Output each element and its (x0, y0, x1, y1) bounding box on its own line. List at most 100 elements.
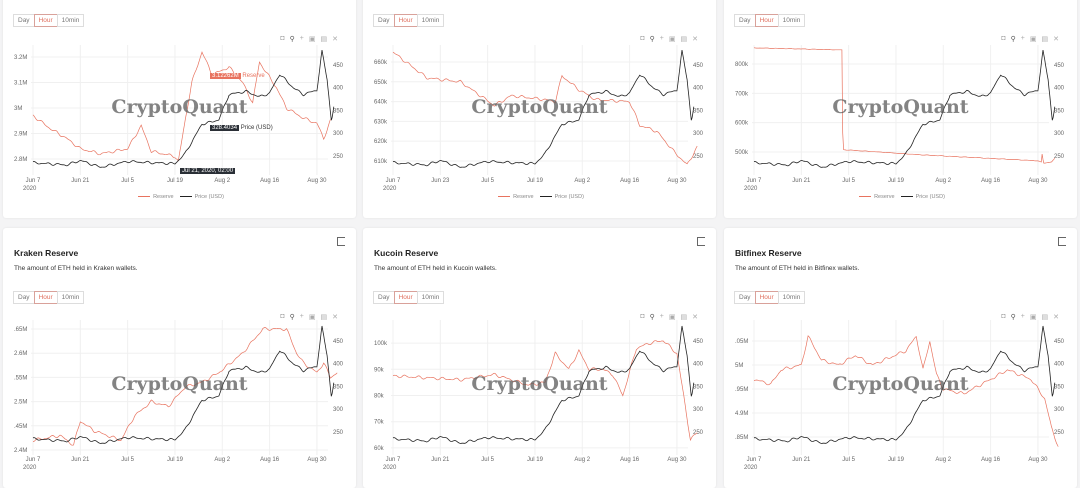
close-icon[interactable]: ✕ (332, 36, 338, 43)
y2-tick-label: 350 (693, 384, 704, 390)
range-button-10min[interactable]: 10min (56, 291, 85, 304)
camera-icon[interactable]: ◘ (280, 35, 285, 42)
reserve-line (753, 335, 1059, 447)
range-button-hour[interactable]: Hour (754, 291, 779, 304)
x-tick-label: Jun 21 (792, 178, 811, 184)
zoom-icon[interactable]: ⚲ (1010, 314, 1016, 321)
watermark: CryptoQuant (832, 96, 969, 118)
legend-reserve[interactable]: Reserve (153, 194, 174, 200)
pan-icon[interactable]: + (299, 313, 304, 320)
x-tick-label: Jul 5 (121, 457, 134, 463)
zoom-icon[interactable]: ⚲ (649, 314, 655, 321)
range-button-10min[interactable]: 10min (416, 291, 445, 304)
close-icon[interactable]: ✕ (1053, 36, 1059, 43)
camera-icon[interactable]: ◘ (1001, 313, 1006, 320)
range-button-day[interactable]: Day (373, 14, 395, 27)
legend-reserve[interactable]: Reserve (513, 194, 534, 200)
reserve-line (32, 51, 331, 162)
zoom-icon[interactable]: ⚲ (289, 314, 295, 321)
range-button-10min[interactable]: 10min (56, 14, 85, 27)
reset-icon[interactable]: ▤ (680, 314, 688, 321)
expand-icon[interactable] (697, 237, 705, 246)
chart-card: Day Hour 10min ◘ ⚲ + ▣ ▤ ✕ 800k 700k 600k 500k 450 400… (724, 0, 1077, 218)
reset-icon[interactable]: ▤ (1041, 314, 1049, 321)
zoom-icon[interactable]: ⚲ (289, 36, 295, 43)
x-tick-label: Jul 5 (842, 457, 855, 463)
pan-icon[interactable]: + (299, 35, 304, 42)
reserve-tooltip-value: 3.12262M (210, 73, 241, 79)
close-icon[interactable]: ✕ (332, 314, 338, 321)
chart-plot[interactable]: .05M 5M .95M 4.9M .85M 450 400 350 300 250 (724, 320, 1077, 455)
zoom-icon[interactable]: ⚲ (649, 36, 655, 43)
y2-tick-label: 250 (1054, 154, 1065, 160)
range-button-day[interactable]: Day (13, 291, 35, 304)
reset-icon[interactable]: ▤ (320, 314, 328, 321)
x-tick-label: Aug 16 (620, 457, 640, 463)
range-button-day[interactable]: Day (734, 291, 756, 304)
y2-tick-label: 400 (1054, 362, 1065, 368)
watermark: CryptoQuant (832, 373, 969, 395)
y-tick-label: 3M (14, 106, 22, 112)
reset-icon[interactable]: ▤ (320, 36, 328, 43)
expand-icon[interactable] (1058, 237, 1066, 246)
range-button-hour[interactable]: Hour (33, 14, 58, 27)
close-icon[interactable]: ✕ (692, 36, 698, 43)
chart-plot[interactable]: 100k 90k 80k 70k 60k 450 400 350 300 250 (363, 320, 716, 455)
autoscale-icon[interactable]: ▣ (1029, 314, 1037, 321)
close-icon[interactable]: ✕ (692, 314, 698, 321)
chart-plot[interactable]: 800k 700k 600k 500k 450 400 350 300 250 (724, 45, 1077, 175)
camera-icon[interactable]: ◘ (640, 313, 645, 320)
legend-price[interactable]: Price (USD) (194, 194, 224, 200)
range-button-10min[interactable]: 10min (416, 14, 445, 27)
range-button-day[interactable]: Day (373, 291, 395, 304)
reset-icon[interactable]: ▤ (1041, 36, 1049, 43)
reserve-legend-swatch (138, 196, 151, 198)
legend-price[interactable]: Price (USD) (554, 194, 584, 200)
price-line (32, 50, 335, 168)
reset-icon[interactable]: ▤ (680, 36, 688, 43)
range-button-hour[interactable]: Hour (393, 291, 418, 304)
autoscale-icon[interactable]: ▣ (668, 314, 676, 321)
pan-icon[interactable]: + (659, 313, 664, 320)
expand-icon[interactable] (337, 237, 345, 246)
camera-icon[interactable]: ◘ (280, 313, 285, 320)
y2-tick-label: 400 (693, 86, 704, 92)
range-button-hour[interactable]: Hour (33, 291, 58, 304)
range-button-day[interactable]: Day (734, 14, 756, 27)
pan-icon[interactable]: + (659, 35, 664, 42)
close-icon[interactable]: ✕ (1053, 314, 1059, 321)
chart-plot[interactable]: 660k 650k 640k 630k 620k 610k 450 400 350 300 250 (363, 45, 716, 175)
watermark: CryptoQuant (111, 373, 248, 395)
range-button-10min[interactable]: 10min (777, 14, 806, 27)
range-selector: Day Hour 10min (373, 14, 445, 27)
price-line (32, 325, 335, 444)
y-tick-label: 500k (735, 150, 749, 156)
zoom-icon[interactable]: ⚲ (1010, 36, 1016, 43)
chart-card: Day Hour 10min ◘ ⚲ + ▣ ▤ ✕ 3.2M 3.1M 3M 2.9M 2.8M 450 4… (3, 0, 356, 218)
range-button-day[interactable]: Day (13, 14, 35, 27)
legend-reserve[interactable]: Reserve (874, 194, 895, 200)
x-tick-label: Aug 16 (260, 178, 280, 184)
autoscale-icon[interactable]: ▣ (668, 36, 676, 43)
y-tick-label: .65M (14, 327, 27, 333)
x-tick-label: Aug 16 (260, 457, 280, 463)
chart-plot[interactable]: 3.2M 3.1M 3M 2.9M 2.8M 450 400 350 300 250 (3, 45, 356, 175)
year-label: 2020 (383, 465, 397, 471)
autoscale-icon[interactable]: ▣ (1029, 36, 1037, 43)
pan-icon[interactable]: + (1020, 35, 1025, 42)
camera-icon[interactable]: ◘ (640, 35, 645, 42)
autoscale-icon[interactable]: ▣ (308, 314, 316, 321)
pan-icon[interactable]: + (1020, 313, 1025, 320)
legend-price[interactable]: Price (USD) (915, 194, 945, 200)
year-label: 2020 (23, 186, 37, 192)
range-button-hour[interactable]: Hour (754, 14, 779, 27)
y-tick-label: 640k (374, 100, 388, 106)
x-tick-label: Jul 19 (166, 178, 183, 184)
autoscale-icon[interactable]: ▣ (308, 36, 316, 43)
chart-plot[interactable]: .65M 2.6M .55M 2.5M .45M 2.4M 450 400 350 300 250 (3, 320, 356, 455)
range-button-10min[interactable]: 10min (777, 291, 806, 304)
x-tick-label: Aug 2 (935, 178, 952, 184)
camera-icon[interactable]: ◘ (1001, 35, 1006, 42)
range-button-hour[interactable]: Hour (393, 14, 418, 27)
y2-tick-label: 400 (1054, 86, 1065, 92)
